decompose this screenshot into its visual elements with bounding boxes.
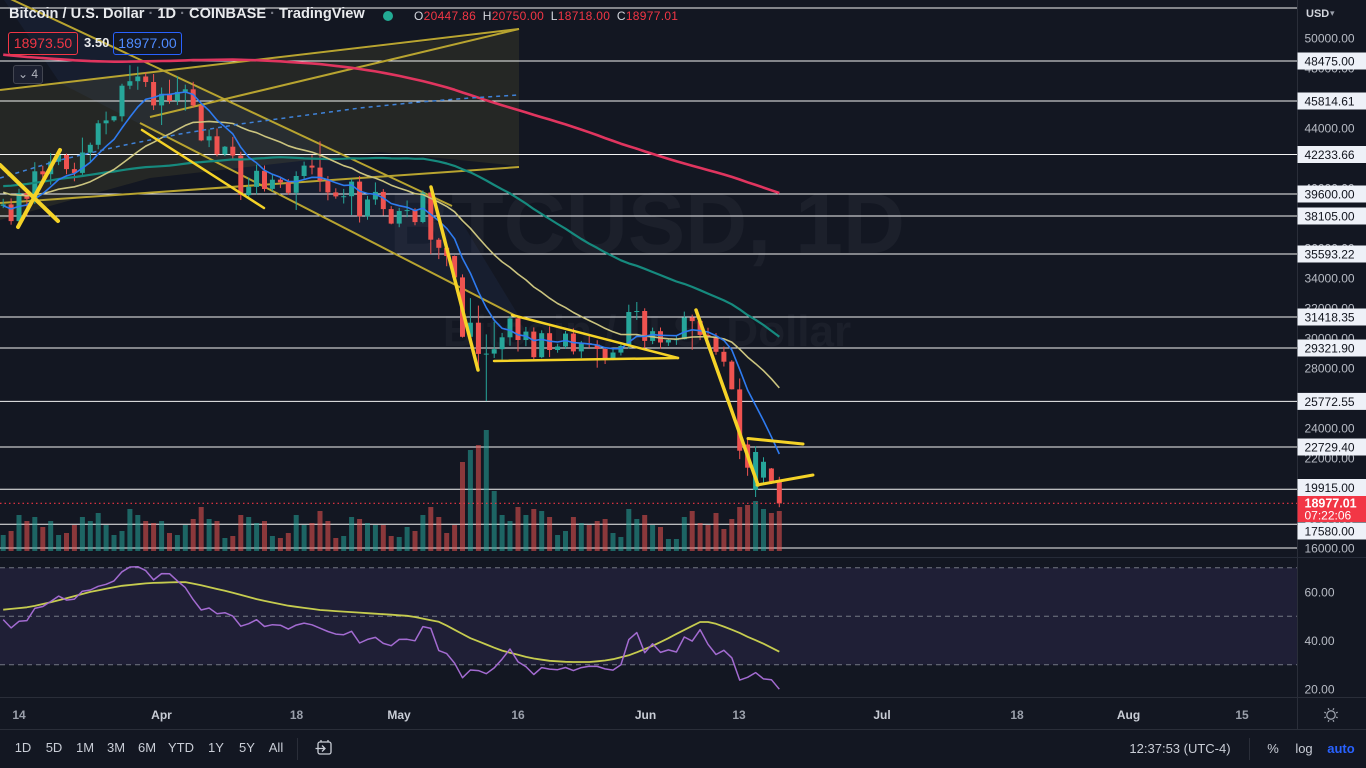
svg-text:13: 13: [732, 708, 746, 722]
svg-text:5Y: 5Y: [239, 740, 255, 755]
svg-text:12:37:53 (UTC-4): 12:37:53 (UTC-4): [1129, 741, 1230, 756]
svg-text:Aug: Aug: [1117, 708, 1140, 722]
svg-text:18: 18: [1010, 708, 1024, 722]
svg-text:35593.22: 35593.22: [1305, 248, 1355, 262]
svg-text:60.00: 60.00: [1305, 586, 1335, 600]
svg-text:42233.66: 42233.66: [1305, 148, 1355, 162]
svg-text:16: 16: [511, 708, 525, 722]
svg-text:44000.00: 44000.00: [1305, 122, 1355, 136]
svg-text:31418.35: 31418.35: [1305, 311, 1355, 325]
svg-text:20.00: 20.00: [1305, 683, 1335, 697]
svg-text:22729.40: 22729.40: [1305, 441, 1355, 455]
svg-text:29321.90: 29321.90: [1305, 342, 1355, 356]
svg-text:15: 15: [1235, 708, 1249, 722]
svg-text:38105.00: 38105.00: [1305, 210, 1355, 224]
svg-text:log: log: [1295, 741, 1312, 756]
svg-text:Apr: Apr: [151, 708, 172, 722]
svg-text:YTD: YTD: [168, 740, 194, 755]
svg-text:▾: ▾: [1330, 8, 1335, 18]
svg-text:28000.00: 28000.00: [1305, 362, 1355, 376]
svg-text:All: All: [269, 740, 284, 755]
svg-text:3M: 3M: [107, 740, 125, 755]
svg-text:50000.00: 50000.00: [1305, 32, 1355, 46]
svg-text:24000.00: 24000.00: [1305, 422, 1355, 436]
svg-text:1M: 1M: [76, 740, 94, 755]
svg-text:USD: USD: [1306, 8, 1329, 20]
svg-text:auto: auto: [1327, 741, 1355, 756]
svg-text:18977.01: 18977.01: [1305, 497, 1357, 511]
svg-text:May: May: [387, 708, 411, 722]
svg-text:16000.00: 16000.00: [1305, 542, 1355, 556]
svg-text:40.00: 40.00: [1305, 634, 1335, 648]
svg-text:Jun: Jun: [635, 708, 656, 722]
svg-text:17580.00: 17580.00: [1305, 525, 1355, 539]
svg-text:1D: 1D: [15, 740, 32, 755]
svg-text:19915.00: 19915.00: [1305, 481, 1355, 495]
svg-text:45814.61: 45814.61: [1305, 95, 1355, 109]
svg-text:6M: 6M: [138, 740, 156, 755]
svg-text:34000.00: 34000.00: [1305, 272, 1355, 286]
svg-text:BTCUSD, 1D: BTCUSD, 1D: [389, 176, 905, 272]
svg-text:14: 14: [12, 708, 26, 722]
svg-text:07:22:06: 07:22:06: [1305, 509, 1352, 523]
svg-text:25772.55: 25772.55: [1305, 395, 1355, 409]
svg-text:18: 18: [290, 708, 304, 722]
svg-text:5D: 5D: [46, 740, 63, 755]
svg-text:48475.00: 48475.00: [1305, 55, 1355, 69]
svg-text:%: %: [1267, 741, 1279, 756]
svg-text:1Y: 1Y: [208, 740, 224, 755]
svg-text:39600.00: 39600.00: [1305, 188, 1355, 202]
svg-text:Jul: Jul: [873, 708, 890, 722]
